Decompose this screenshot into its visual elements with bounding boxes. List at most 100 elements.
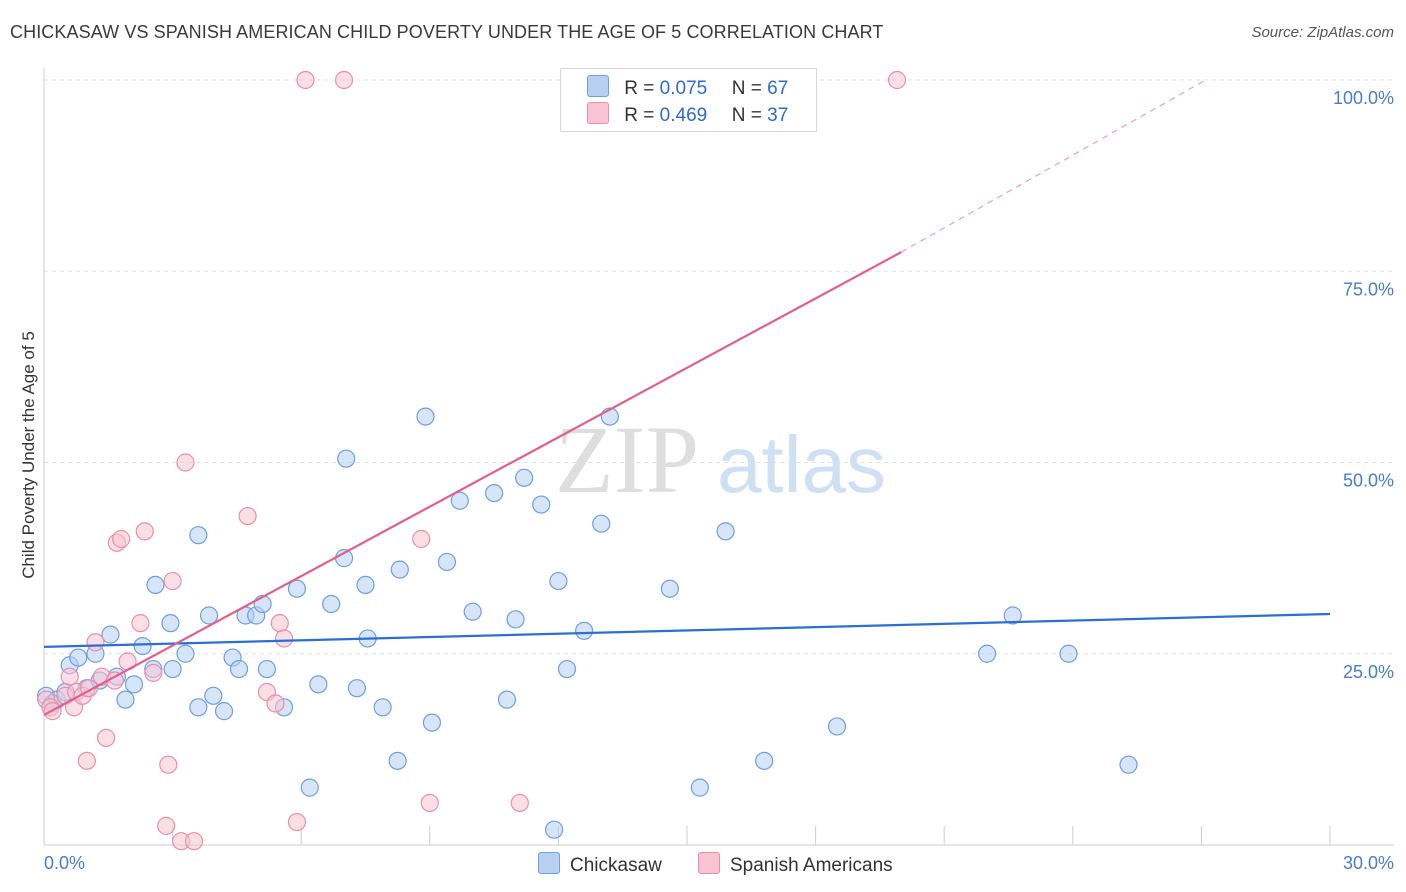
grid-lines (44, 79, 1394, 655)
chickasaw-point (716, 522, 735, 541)
chickasaw-point (827, 717, 847, 736)
y-tick-75: 75.0% (1343, 279, 1394, 299)
chickasaw-point (660, 579, 679, 598)
chickasaw-point (309, 675, 328, 694)
spanish-swatch (698, 852, 720, 874)
chickasaw-point (214, 702, 234, 721)
spanish-point (131, 614, 150, 633)
chickasaw-point (1059, 644, 1078, 663)
x-tick-min: 0.0% (44, 853, 85, 873)
chickasaw-point (437, 552, 457, 572)
legend-row-spanish: R = 0.469 N = 37 (587, 102, 788, 126)
chickasaw-point (1003, 606, 1022, 625)
spanish-point (296, 70, 315, 90)
chickasaw-swatch (538, 852, 560, 874)
chickasaw-trend-line (43, 612, 1331, 648)
spanish-point (334, 70, 354, 90)
spanish-point (163, 571, 182, 591)
chickasaw-point (485, 484, 504, 503)
watermark-atlas: atlas (717, 420, 886, 509)
spanish-point (270, 614, 289, 633)
spanish-trend-extension (901, 79, 1206, 253)
chickasaw-point (1119, 755, 1138, 774)
source-label: Source: ZipAtlas.com (1251, 24, 1394, 41)
y-axis-label: Child Poverty Under the Age of 5 (19, 331, 38, 579)
spanish-swatch (587, 102, 609, 124)
trend-lines (43, 79, 1331, 716)
chickasaw-point (506, 610, 525, 629)
n-label: N = (731, 105, 762, 126)
chickasaw-point (124, 675, 144, 694)
r-label: R = (624, 105, 655, 126)
chickasaw-point (69, 648, 88, 667)
r-label: R = (624, 78, 655, 99)
spanish-point (266, 694, 285, 713)
chickasaw-point (755, 751, 774, 770)
spanish-point (157, 816, 176, 835)
chickasaw-point (347, 679, 367, 698)
r-value: 0.075 (659, 78, 708, 99)
chickasaw-point (545, 820, 564, 839)
chickasaw-point (390, 560, 409, 579)
y-tick-25: 25.0% (1343, 662, 1394, 682)
chickasaw-point (257, 659, 277, 679)
spanish-point (274, 629, 294, 648)
spanish-point (77, 751, 96, 770)
spanish-point (238, 506, 257, 526)
chickasaw-point (515, 468, 534, 487)
chickasaw-point (189, 526, 208, 545)
spanish-point (287, 812, 307, 832)
chickasaw-point (204, 686, 223, 705)
chickasaw-point (532, 495, 551, 514)
n-value: 37 (767, 105, 789, 126)
chickasaw-point (116, 690, 135, 709)
chickasaw-point (163, 659, 182, 679)
spanish-point (887, 70, 907, 90)
chickasaw-point (977, 644, 997, 663)
chickasaw-point (189, 698, 208, 717)
y-tick-50: 50.0% (1343, 471, 1394, 491)
stats-legend: R = 0.075 N = 67 R = 0.469 N = 37 (560, 68, 817, 132)
chickasaw-point (101, 625, 120, 644)
n-value: 67 (767, 78, 789, 99)
x-tick-max: 30.0% (1343, 853, 1394, 873)
chickasaw-point (497, 690, 517, 709)
chickasaw-point (300, 778, 319, 797)
chickasaw-point (549, 571, 568, 591)
y-tick-100: 100.0% (1333, 88, 1394, 108)
chickasaw-point (690, 778, 709, 797)
n-label: N = (731, 78, 762, 99)
chickasaw-point (450, 491, 469, 510)
chickasaw-point (557, 659, 577, 679)
spanish-point (420, 793, 439, 813)
chickasaw-point (229, 659, 249, 679)
chart-title: CHICKASAW VS SPANISH AMERICAN CHILD POVE… (10, 22, 884, 42)
spanish-point (176, 453, 195, 472)
spanish-point (412, 529, 431, 549)
chickasaw-point (337, 449, 356, 468)
bottom-legend-spanish: Spanish Americans (698, 852, 893, 877)
spanish-point (184, 832, 204, 851)
chickasaw-point (176, 644, 195, 663)
spanish-point (159, 755, 178, 774)
spanish-trend-line (43, 251, 902, 716)
chickasaw-point (322, 594, 341, 614)
chickasaw-point (287, 579, 307, 598)
y-tick-labels: 25.0% 50.0% 75.0% 100.0% (1333, 88, 1394, 682)
chickasaw-point (146, 575, 165, 595)
spanish-point (144, 663, 163, 682)
legend-label: Chickasaw (570, 855, 662, 876)
spanish-point (86, 633, 105, 652)
chickasaw-point (356, 575, 375, 595)
watermark-zip: ZIP (555, 406, 699, 513)
legend-row-chickasaw: R = 0.075 N = 67 (587, 75, 788, 99)
bottom-legend-chickasaw: Chickasaw (538, 852, 662, 877)
legend-label: Spanish Americans (730, 855, 893, 876)
spanish-point (135, 522, 154, 541)
chickasaw-point (422, 713, 442, 732)
spanish-point (97, 728, 116, 748)
chickasaw-point (133, 636, 152, 656)
chickasaw-point (161, 614, 180, 633)
chickasaw-swatch (587, 75, 609, 97)
